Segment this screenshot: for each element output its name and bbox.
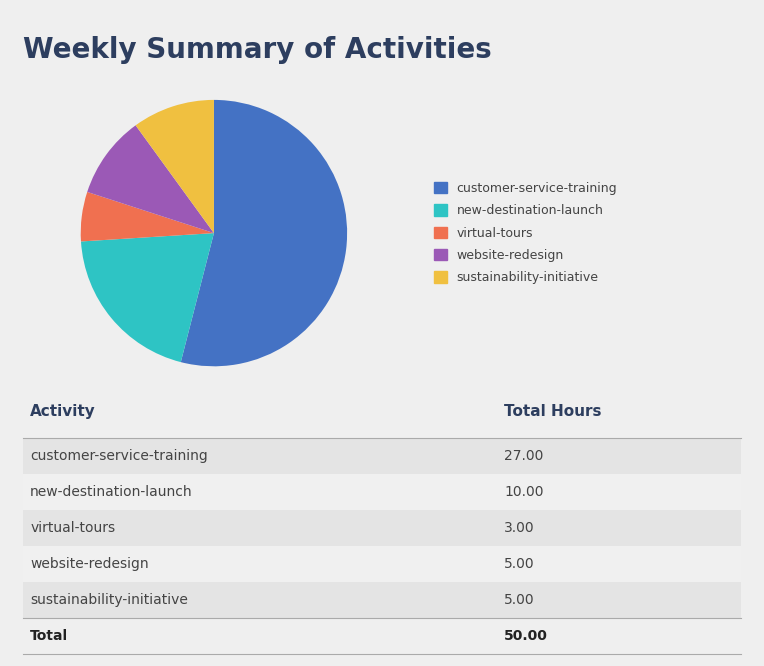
Wedge shape <box>81 233 214 362</box>
Text: Total: Total <box>30 629 68 643</box>
Wedge shape <box>181 100 347 366</box>
Bar <box>23 438 741 474</box>
Text: Weekly Summary of Activities: Weekly Summary of Activities <box>23 36 491 64</box>
Text: customer-service-training: customer-service-training <box>30 449 208 464</box>
Text: website-redesign: website-redesign <box>30 557 149 571</box>
Text: 3.00: 3.00 <box>504 521 535 535</box>
Bar <box>23 510 741 546</box>
Wedge shape <box>81 192 214 242</box>
Text: 5.00: 5.00 <box>504 557 535 571</box>
Wedge shape <box>87 125 214 233</box>
Text: new-destination-launch: new-destination-launch <box>30 485 193 500</box>
Bar <box>23 474 741 510</box>
Bar <box>23 582 741 618</box>
Legend: customer-service-training, new-destination-launch, virtual-tours, website-redesi: customer-service-training, new-destinati… <box>434 182 617 284</box>
Text: 5.00: 5.00 <box>504 593 535 607</box>
Text: Activity: Activity <box>30 404 96 419</box>
Bar <box>23 546 741 582</box>
Text: 50.00: 50.00 <box>504 629 548 643</box>
Text: 10.00: 10.00 <box>504 485 544 500</box>
Text: 27.00: 27.00 <box>504 449 543 464</box>
Text: virtual-tours: virtual-tours <box>30 521 115 535</box>
Text: sustainability-initiative: sustainability-initiative <box>30 593 188 607</box>
Text: Total Hours: Total Hours <box>504 404 601 419</box>
Wedge shape <box>136 100 214 233</box>
